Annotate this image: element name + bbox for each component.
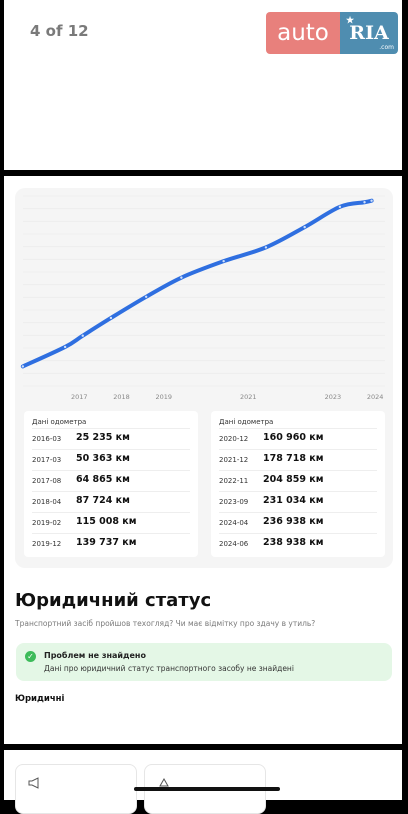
alert-text: Дані про юридичний статус транспортного …: [44, 664, 294, 673]
x-tick-label: 2017: [71, 393, 88, 401]
odometer-row: 2016-03 25 235 км: [32, 428, 190, 449]
odometer-row: 2024-04 236 938 км: [219, 512, 377, 533]
odometer-date: 2023-09: [219, 498, 249, 506]
mileage-point[interactable]: [81, 334, 84, 337]
odometer-value: 231 034 км: [263, 495, 324, 506]
mileage-point[interactable]: [109, 316, 113, 320]
check-circle-icon: ✓: [25, 651, 36, 662]
legal-section-heading: Юридичні: [15, 694, 65, 704]
mileage-line: [20, 198, 374, 369]
card-title: Дані одометра: [32, 418, 87, 426]
mileage-point[interactable]: [63, 345, 67, 349]
mileage-point[interactable]: [264, 246, 268, 249]
odometer-row: 2017-03 50 363 км: [32, 449, 190, 470]
odometer-date: 2017-08: [32, 477, 62, 485]
logo-ria-part: ★ RIA .com: [340, 12, 398, 54]
odometer-date: 2020-12: [219, 435, 249, 443]
mileage-point[interactable]: [303, 225, 306, 229]
home-indicator: [134, 787, 280, 791]
odometer-date: 2021-12: [219, 456, 249, 464]
odometer-card-left: Дані одометра 2016-03 25 235 км 2017-03 50 …: [24, 411, 198, 557]
logo-ria-text: RIA: [349, 22, 389, 44]
odometer-row: 2022-11 204 859 км: [219, 470, 377, 491]
odometer-value: 115 008 км: [76, 516, 137, 527]
x-tick-label: 2023: [325, 393, 342, 401]
mileage-chart: 2017 2018 2019 2021 2023 2024: [20, 195, 385, 401]
odometer-date: 2016-03: [32, 435, 62, 443]
odometer-date: 2018-04: [32, 498, 62, 506]
legal-status-subtitle: Транспортний засіб пройшов техогляд? Чи …: [15, 619, 316, 628]
odometer-row: 2019-02 115 008 км: [32, 512, 190, 533]
odometer-value: 160 960 км: [263, 432, 324, 443]
odometer-row: 2021-12 178 718 км: [219, 449, 377, 470]
autoria-logo: auto ★ RIA .com: [266, 12, 400, 54]
mileage-point[interactable]: [21, 365, 25, 368]
odometer-row: 2017-08 64 865 км: [32, 470, 190, 491]
odometer-value: 178 718 км: [263, 453, 324, 464]
odometer-row: 2024-06 238 938 км: [219, 533, 377, 554]
odometer-value: 25 235 км: [76, 432, 130, 443]
logo-auto-part: auto: [266, 12, 340, 54]
x-tick-label: 2021: [240, 393, 257, 401]
odometer-value: 236 938 км: [263, 516, 324, 527]
odometer-value: 139 737 км: [76, 537, 137, 548]
odometer-panel: 2017 2018 2019 2021 2023 2024 Дані одометра 2…: [15, 188, 393, 568]
photo-counter: 4 of 12: [30, 22, 89, 40]
odometer-date: 2022-11: [219, 477, 249, 485]
card-title: Дані одометра: [219, 418, 274, 426]
odometer-date: 2019-02: [32, 519, 62, 527]
mileage-point[interactable]: [180, 276, 183, 279]
next-section: [4, 750, 402, 814]
odometer-date: 2024-06: [219, 540, 249, 548]
odometer-card-right: Дані одометра 2020-12 160 960 км 2021-12 17…: [211, 411, 385, 557]
odometer-row: 2020-12 160 960 км: [219, 428, 377, 449]
odometer-row: 2023-09 231 034 км: [219, 491, 377, 512]
odometer-value: 87 724 км: [76, 495, 130, 506]
odometer-date: 2019-12: [32, 540, 62, 548]
x-tick-label: 2018: [113, 393, 130, 401]
odometer-date: 2017-03: [32, 456, 62, 464]
recycle-icon: [159, 777, 169, 787]
mileage-point[interactable]: [370, 199, 373, 202]
megaphone-icon: [28, 777, 39, 789]
odometer-date: 2024-04: [219, 519, 249, 527]
mileage-point[interactable]: [222, 259, 225, 263]
odometer-row: 2019-12 139 737 км: [32, 533, 190, 554]
photo-gallery-slide[interactable]: 4 of 12 auto ★ RIA .com: [4, 0, 402, 170]
legal-status-title: Юридичний статус: [15, 590, 212, 611]
report-content: 2017 2018 2019 2021 2023 2024 Дані одометра 2…: [4, 176, 402, 744]
mileage-point[interactable]: [338, 205, 342, 209]
feature-tile-1[interactable]: [15, 764, 137, 814]
alert-title: Проблем не знайдено: [44, 651, 146, 660]
odometer-value: 204 859 км: [263, 474, 324, 485]
odometer-value: 238 938 км: [263, 537, 324, 548]
odometer-value: 64 865 км: [76, 474, 130, 485]
logo-sub-text: .com: [379, 44, 394, 51]
mileage-point[interactable]: [363, 201, 366, 204]
no-problems-alert: ✓ Проблем не знайдено Дані про юридичний…: [16, 643, 392, 681]
mileage-point[interactable]: [144, 295, 148, 299]
odometer-row: 2018-04 87 724 км: [32, 491, 190, 512]
odometer-value: 50 363 км: [76, 453, 130, 464]
x-tick-label: 2019: [155, 393, 172, 401]
x-tick-label: 2024: [367, 393, 384, 401]
star-icon: ★: [346, 16, 355, 26]
